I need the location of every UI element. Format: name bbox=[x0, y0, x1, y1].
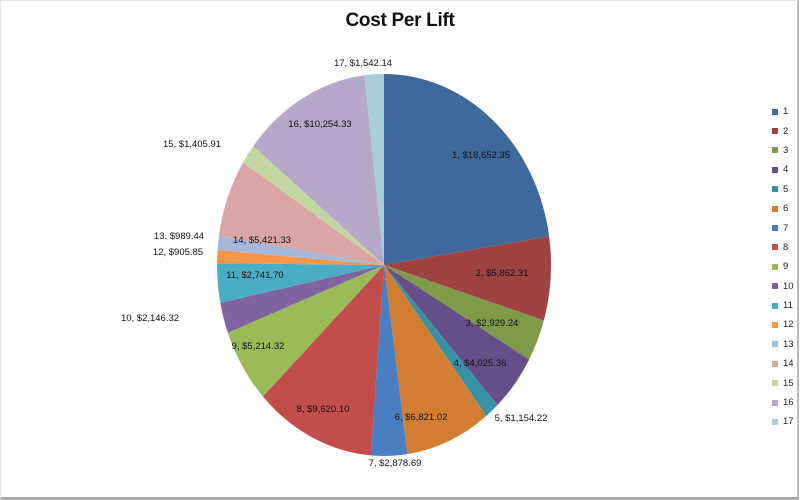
legend-item-16: 16 bbox=[772, 393, 794, 412]
legend-item-12: 12 bbox=[772, 315, 794, 334]
data-label-12: 12, $905.85 bbox=[153, 247, 203, 258]
data-label-10: 10, $2,146.32 bbox=[121, 313, 179, 324]
legend-label: 10 bbox=[783, 280, 794, 292]
pie-slice-5 bbox=[384, 265, 498, 417]
legend-item-10: 10 bbox=[772, 277, 794, 296]
pie-slice-11 bbox=[217, 263, 384, 303]
legend-label: 13 bbox=[783, 338, 794, 350]
legend-item-13: 13 bbox=[772, 335, 794, 354]
pie-slice-16 bbox=[253, 75, 384, 265]
pie-slice-2 bbox=[384, 236, 552, 321]
pie-slice-14 bbox=[218, 162, 384, 265]
legend-item-9: 9 bbox=[772, 257, 794, 276]
legend-swatch bbox=[772, 380, 778, 387]
legend-swatch bbox=[772, 263, 778, 270]
legend-swatch bbox=[772, 418, 778, 425]
data-label-6: 6, $6,821.02 bbox=[395, 412, 448, 423]
legend-swatch bbox=[772, 108, 778, 115]
legend-label: 5 bbox=[783, 183, 789, 195]
legend-item-6: 6 bbox=[772, 199, 794, 218]
legend-swatch bbox=[772, 341, 778, 348]
legend-label: 9 bbox=[783, 261, 789, 273]
legend-label: 4 bbox=[783, 164, 789, 176]
legend-item-8: 8 bbox=[772, 238, 794, 257]
data-label-9: 9, $5,214.32 bbox=[232, 341, 285, 352]
legend-swatch bbox=[772, 360, 778, 367]
legend-item-5: 5 bbox=[772, 180, 794, 199]
data-label-4: 4, $4,025.36 bbox=[454, 358, 507, 369]
data-label-15: 15, $1,405.91 bbox=[163, 139, 221, 150]
legend-label: 16 bbox=[783, 397, 794, 409]
pie-slice-15 bbox=[243, 145, 384, 265]
legend-swatch bbox=[772, 302, 778, 309]
data-label-17: 17, $1,542.14 bbox=[334, 58, 392, 69]
pie-slice-13 bbox=[217, 235, 384, 265]
pie-slices bbox=[217, 74, 552, 457]
legend-item-15: 15 bbox=[772, 373, 794, 392]
pie-slice-4 bbox=[384, 265, 530, 406]
pie-slice-10 bbox=[220, 265, 384, 333]
legend-label: 14 bbox=[783, 358, 794, 370]
legend-label: 12 bbox=[783, 319, 794, 331]
pie-slice-17 bbox=[364, 74, 384, 265]
data-label-8: 8, $9,620.10 bbox=[297, 404, 350, 415]
legend-swatch bbox=[772, 166, 778, 173]
data-label-14: 14, $5,421.33 bbox=[233, 235, 291, 246]
legend-label: 6 bbox=[783, 203, 789, 215]
legend-item-4: 4 bbox=[772, 160, 794, 179]
legend-swatch bbox=[772, 283, 778, 290]
legend-item-2: 2 bbox=[772, 121, 794, 140]
legend-swatch bbox=[772, 147, 778, 154]
data-label-5: 5, $1,154.22 bbox=[495, 413, 548, 424]
data-label-7: 7, $2,878.69 bbox=[369, 458, 422, 469]
legend-label: 7 bbox=[783, 222, 789, 234]
legend-label: 15 bbox=[783, 377, 794, 389]
legend-item-11: 11 bbox=[772, 296, 794, 315]
legend-item-3: 3 bbox=[772, 141, 794, 160]
data-label-16: 16, $10,254.33 bbox=[288, 119, 351, 130]
data-label-1: 1, $18,652.35 bbox=[452, 150, 510, 161]
legend-swatch bbox=[772, 321, 778, 328]
pie-slice-8 bbox=[262, 265, 384, 456]
legend-label: 3 bbox=[783, 144, 789, 156]
pie-slice-12 bbox=[217, 250, 384, 265]
legend-label: 8 bbox=[783, 241, 789, 253]
pie-slice-7 bbox=[370, 265, 408, 457]
pie-slice-6 bbox=[384, 265, 487, 455]
legend-swatch bbox=[772, 205, 778, 212]
legend: 1 2 3 4 5 6 7 8 9 10 11 12 13 14 15 16 17 bbox=[772, 102, 794, 432]
legend-swatch bbox=[772, 244, 778, 251]
legend-label: 11 bbox=[783, 300, 793, 312]
legend-label: 17 bbox=[783, 416, 794, 428]
chart-title: Cost Per Lift bbox=[345, 10, 455, 31]
data-label-13: 13, $989.44 bbox=[154, 231, 204, 242]
legend-item-7: 7 bbox=[772, 218, 794, 237]
legend-swatch bbox=[772, 186, 778, 193]
data-label-2: 2, $5,862.31 bbox=[476, 268, 529, 279]
legend-item-17: 17 bbox=[772, 412, 794, 431]
legend-swatch bbox=[772, 225, 778, 232]
pie-slice-1 bbox=[384, 74, 550, 265]
legend-swatch bbox=[772, 128, 778, 135]
legend-label: 1 bbox=[783, 106, 789, 118]
data-label-3: 3, $2,929.24 bbox=[466, 318, 519, 329]
data-label-11: 11, $2,741.70 bbox=[226, 270, 283, 281]
pie-slice-3 bbox=[384, 265, 544, 360]
pie-slice-9 bbox=[227, 265, 384, 397]
legend-item-1: 1 bbox=[772, 102, 794, 121]
data-labels: 1, $18,652.35 2, $5,862.31 3, $2,929.24 4, … bbox=[121, 58, 547, 469]
legend-swatch bbox=[772, 399, 778, 406]
legend-item-14: 14 bbox=[772, 354, 794, 373]
legend-label: 2 bbox=[783, 125, 789, 137]
